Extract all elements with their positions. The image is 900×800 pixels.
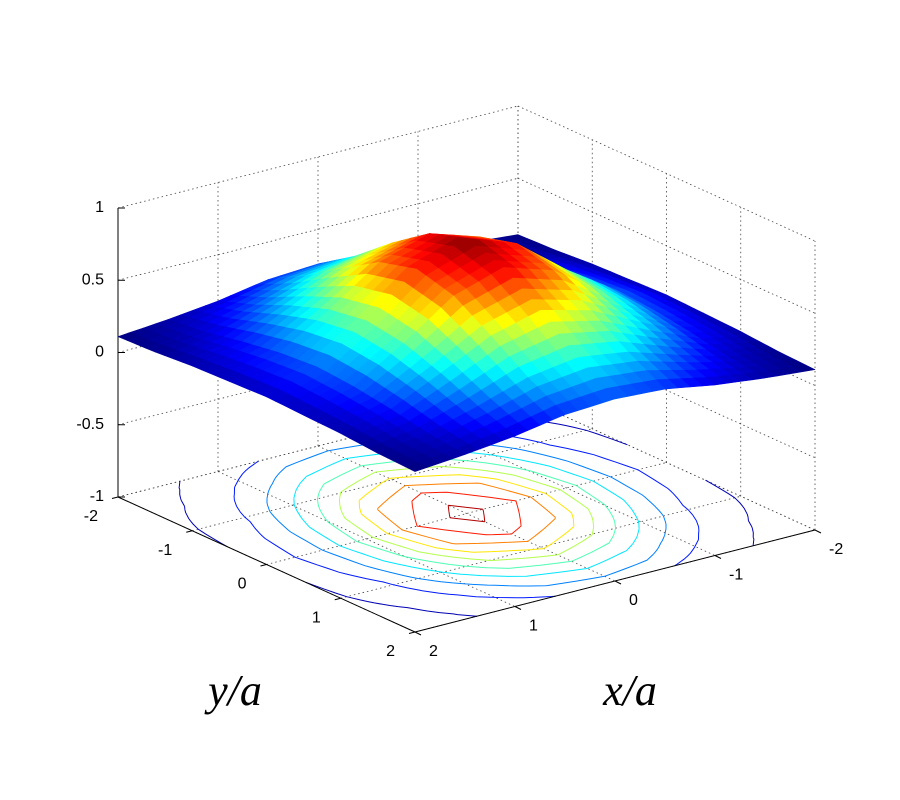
y-tick — [186, 530, 193, 533]
grid-line — [117, 394, 519, 498]
grid-line — [317, 445, 616, 582]
x-axis-label: x/a — [602, 666, 657, 715]
contour-line — [338, 466, 595, 561]
y-tick — [334, 597, 341, 601]
grid-line — [117, 177, 519, 281]
x-tick-label: -2 — [829, 541, 843, 558]
contour-line — [293, 450, 640, 577]
contours — [178, 410, 755, 617]
grid-line — [340, 495, 741, 599]
z-tick-label: 0.5 — [82, 271, 104, 288]
y-tick-label: -1 — [158, 542, 172, 559]
surface-patch — [405, 462, 428, 472]
x-tick — [714, 555, 722, 559]
grid-line — [266, 462, 667, 565]
y-tick — [260, 564, 267, 567]
x-tick-label: 2 — [429, 643, 438, 660]
y-tick-label: 0 — [238, 576, 247, 593]
y-axis-label: y/a — [204, 666, 262, 715]
grid-line — [117, 105, 519, 209]
x-tick-label: 0 — [629, 592, 638, 609]
axes: -1 -0.5 0 0.5 1 -2 -1 0 1 2 -2 -1 0 1 2 — [76, 199, 843, 660]
x-tick — [514, 606, 522, 610]
contour-line — [411, 491, 522, 536]
z-tick-label: -1 — [90, 488, 104, 505]
y-tick — [111, 496, 119, 499]
surface — [117, 233, 816, 472]
y-tick-label: 1 — [312, 609, 321, 626]
x-tick — [414, 631, 422, 636]
z-tick-label: 1 — [95, 199, 104, 216]
x-tick-label: 1 — [529, 618, 538, 635]
contour-line — [233, 428, 700, 599]
contour-line — [358, 474, 575, 553]
x-tick-label: -1 — [729, 567, 743, 584]
x-tick — [614, 580, 622, 585]
grid-line — [192, 428, 593, 532]
contour-line — [377, 482, 556, 545]
y-tick-label: -2 — [84, 508, 98, 525]
contour-line — [447, 504, 486, 523]
y-tick-label: 2 — [386, 643, 395, 660]
z-tick-label: -0.5 — [76, 416, 104, 433]
x-tick — [814, 529, 822, 534]
y-tick — [408, 631, 416, 634]
grid-line — [117, 322, 519, 426]
z-tick-label: 0 — [95, 344, 104, 361]
